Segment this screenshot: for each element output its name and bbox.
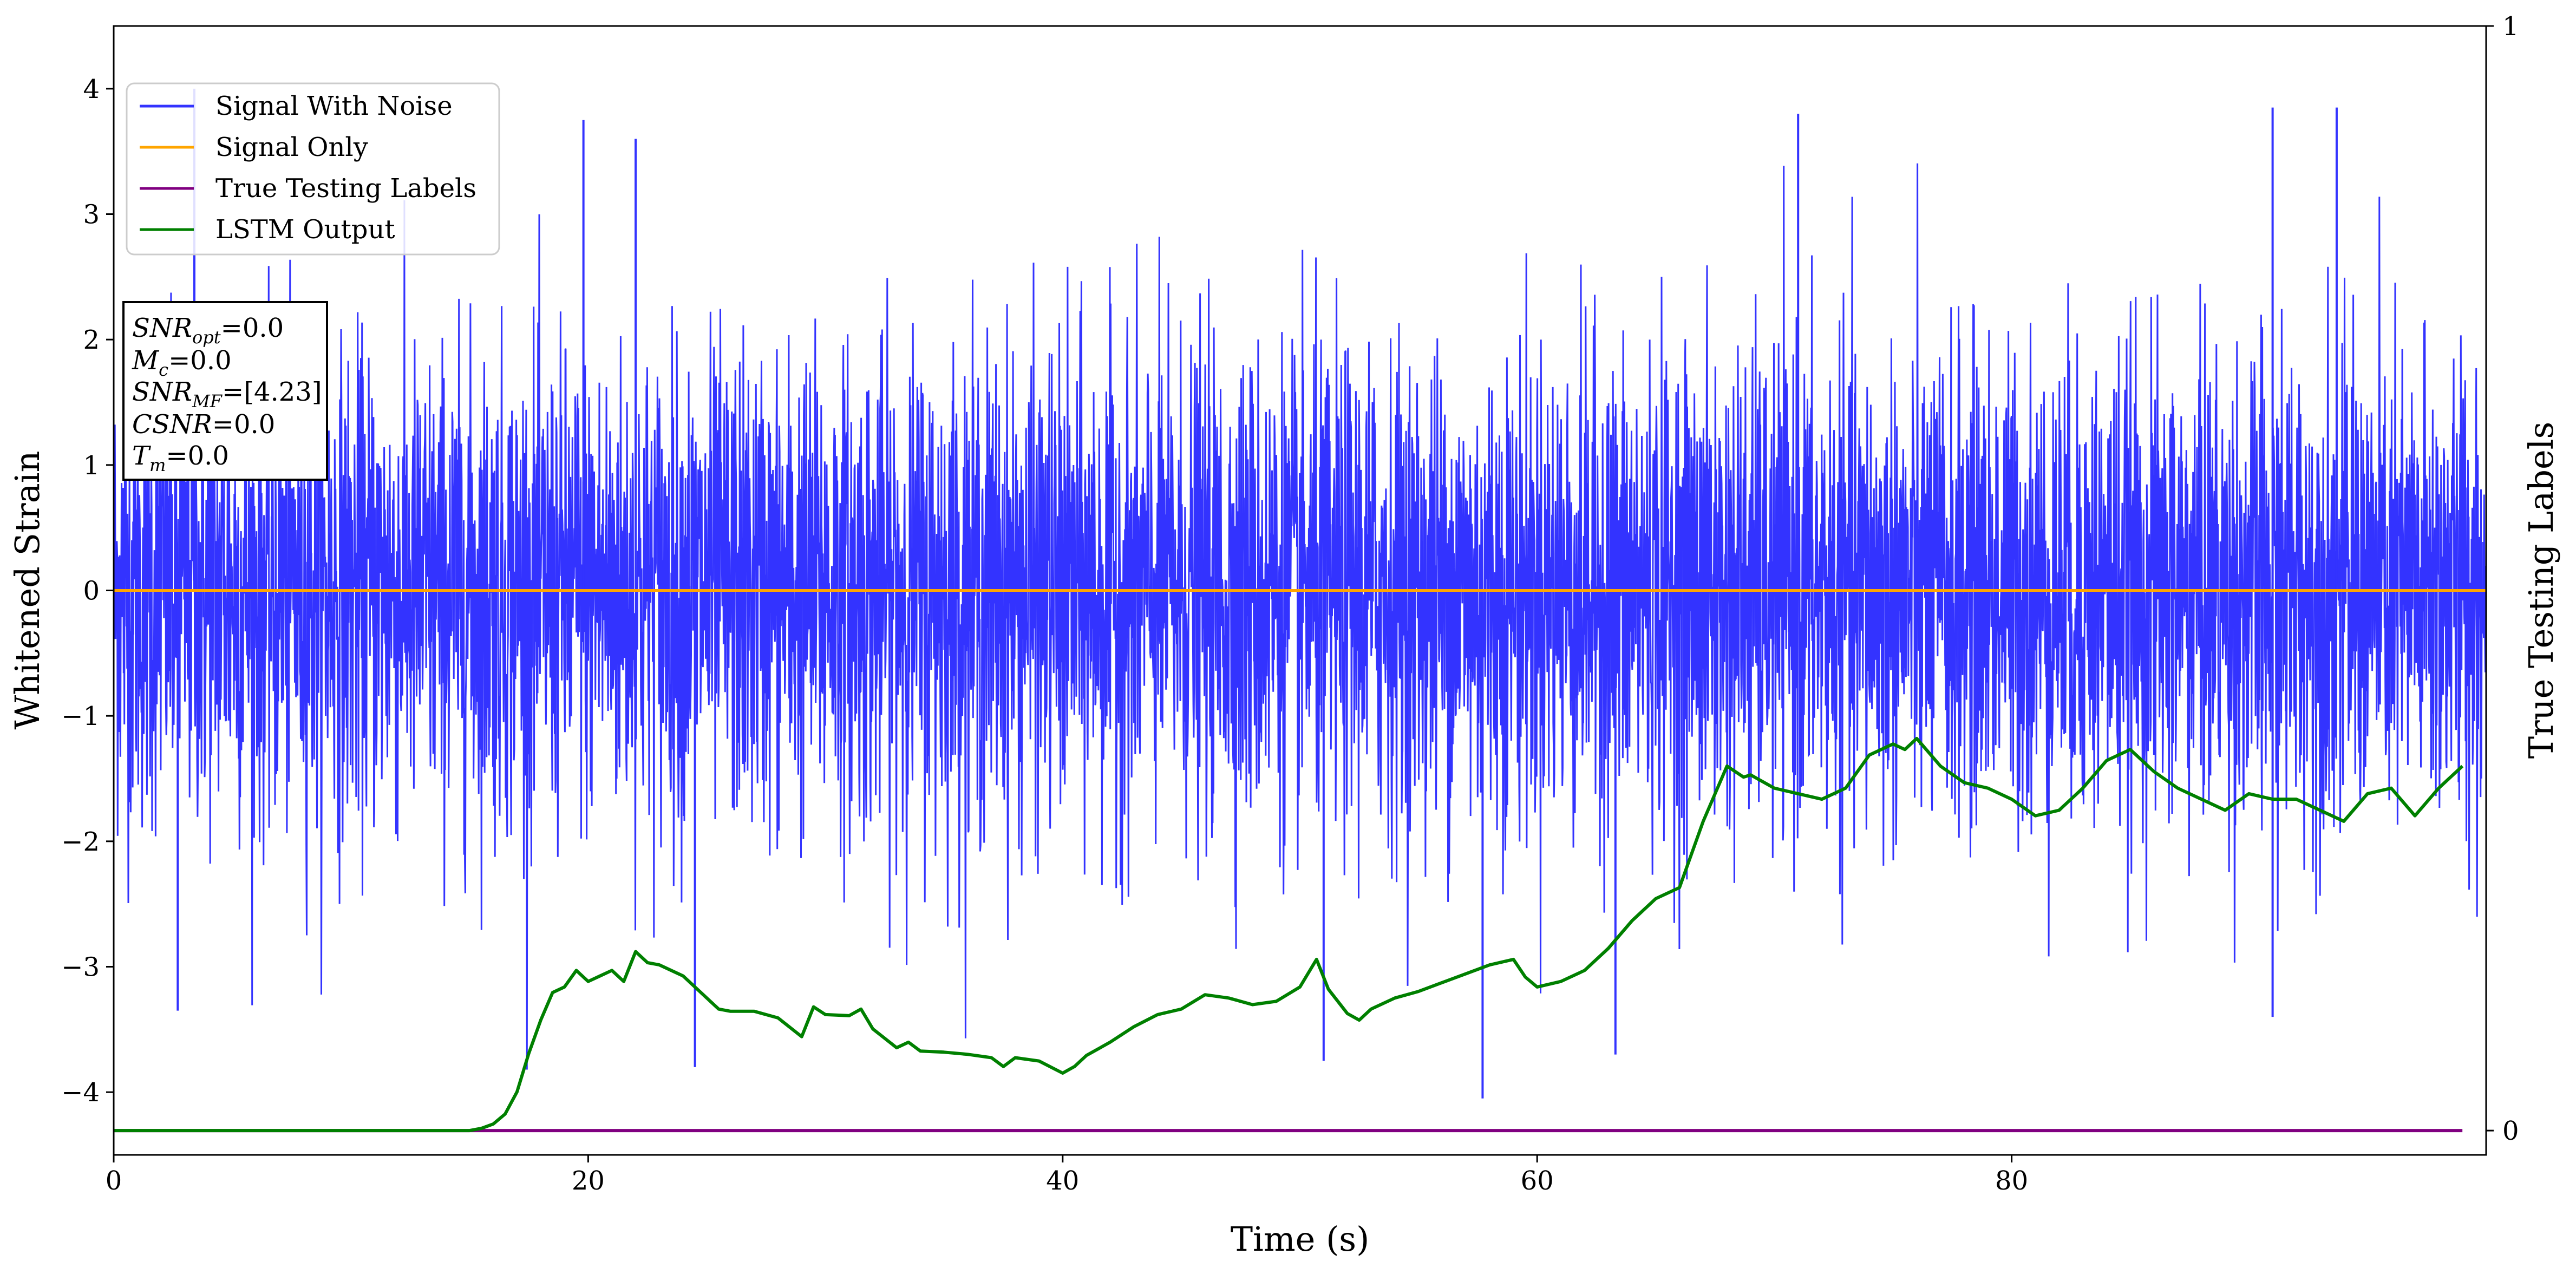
y-tick-label: 4 [83,74,100,104]
info-snr-opt-base: SNR [132,313,192,343]
series-signal-with-noise [114,88,2486,1099]
info-snr-mf-base: SNR [132,377,192,407]
x-tick-label: 60 [1521,1166,1554,1196]
y2-tick-label: 1 [2502,11,2519,42]
legend-label-lstm-output: LSTM Output [215,214,395,245]
x-tick-label: 80 [1995,1166,2028,1196]
lstm-output-line [114,736,2464,1133]
y-axis-title: Whitened Strain [8,451,47,730]
y-tick-label: −1 [61,701,100,731]
info-mc-sub: c [159,360,168,380]
x-tick-label: 0 [106,1166,122,1196]
series-lines [114,589,2486,1133]
y-tick-label: −4 [61,1077,100,1108]
info-mc-value: =0.0 [168,345,232,376]
info-mc: Mc=0.0 [132,345,232,380]
y2-tick-label: 0 [2502,1116,2519,1146]
signal-with-noise-line [114,163,2486,1070]
y-tick-label: −2 [61,827,100,857]
info-tm-sub: m [149,455,166,475]
info-tm: Tm=0.0 [132,441,229,475]
x-tick-label: 20 [572,1166,605,1196]
legend-label-true-labels: True Testing Labels [215,173,476,204]
y-tick-label: 3 [83,200,100,230]
legend: Signal With Noise Signal Only True Testi… [126,82,500,256]
info-snr-opt-value: =0.0 [221,313,284,343]
info-snr-opt-sub: opt [192,327,221,348]
info-csnr: CSNR=0.0 [132,409,275,440]
y-tick-label: 2 [83,325,100,355]
legend-label-signal-only: Signal Only [215,132,368,162]
info-csnr-value: =0.0 [212,409,276,440]
info-tm-base: T [132,441,151,471]
x-tick-label: 40 [1046,1166,1079,1196]
info-snr-opt: SNRopt=0.0 [132,313,284,348]
info-snr-mf-value: =[4.23] [222,377,322,407]
y-tick-label: 1 [83,450,100,481]
legend-box [126,82,500,256]
info-snr-mf-sub: MF [192,391,223,411]
info-csnr-base: CSNR [132,409,212,440]
y-tick-label: 0 [83,576,100,606]
info-snr-mf: SNRMF=[4.23] [132,377,322,411]
y2-axis-title: True Testing Labels [2521,422,2561,759]
info-box-frame [122,301,328,481]
info-box: SNRopt=0.0 Mc=0.0 SNRMF=[4.23] CSNR=0.0 … [122,301,328,481]
legend-label-signal-with-noise: Signal With Noise [215,91,453,121]
info-mc-base: M [132,345,160,376]
info-tm-value: =0.0 [166,441,229,471]
x-axis-title: Time (s) [1231,1219,1370,1259]
y-tick-label: −3 [61,952,100,983]
